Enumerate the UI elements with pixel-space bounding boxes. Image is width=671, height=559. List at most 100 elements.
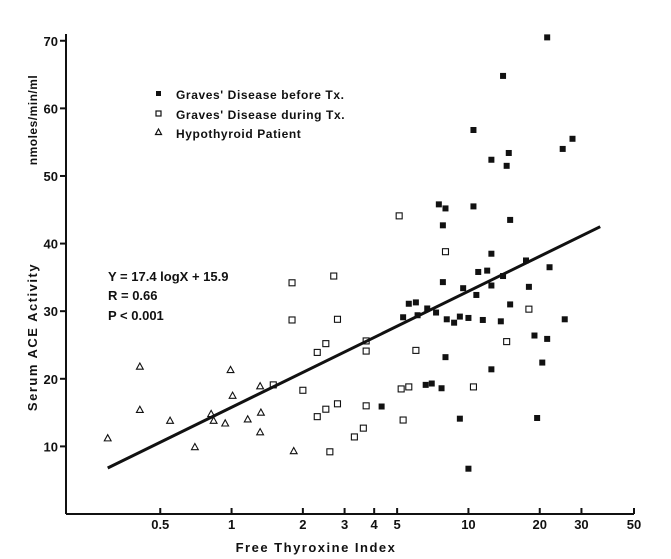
x-tick-label: 1 bbox=[228, 517, 235, 532]
regression-line bbox=[107, 225, 601, 470]
data-point-filled-square bbox=[561, 316, 568, 323]
data-point-open-square bbox=[362, 402, 370, 410]
data-point-filled-square bbox=[456, 313, 463, 320]
data-point-open-square bbox=[397, 385, 405, 393]
data-point-open-square bbox=[469, 383, 478, 391]
data-point-open-square bbox=[326, 448, 334, 456]
data-point-filled-square bbox=[460, 285, 467, 292]
data-point-filled-square bbox=[443, 316, 450, 323]
data-point-filled-square bbox=[405, 300, 412, 307]
data-point-filled-square bbox=[439, 279, 446, 286]
legend-marker-open-square-icon bbox=[155, 110, 162, 117]
legend-label-graves-before: Graves' Disease before Tx. bbox=[176, 88, 345, 102]
data-point-open-square bbox=[350, 433, 358, 441]
data-point-filled-square bbox=[479, 316, 486, 323]
data-point-filled-square bbox=[400, 314, 407, 321]
x-tick-label: 0.5 bbox=[151, 517, 169, 532]
data-point-filled-square bbox=[488, 250, 495, 257]
y-tick-label: 30 bbox=[44, 304, 58, 319]
data-point-filled-square bbox=[488, 156, 495, 163]
data-point-open-square bbox=[362, 337, 370, 345]
data-point-open-triangle bbox=[135, 361, 145, 370]
x-ticks: 0.5 1 2 3 4 5 10 20 30 50 bbox=[151, 508, 641, 532]
data-point-open-triangle bbox=[103, 433, 113, 442]
data-point-open-square bbox=[333, 400, 342, 408]
legend-label-hypothyroid: Hypothyroid Patient bbox=[176, 127, 301, 141]
data-point-filled-square bbox=[507, 301, 514, 308]
data-point-filled-square bbox=[523, 257, 530, 264]
data-point-filled-square bbox=[559, 145, 566, 152]
x-tick-label: 4 bbox=[371, 517, 379, 532]
data-point-open-triangle bbox=[206, 409, 216, 418]
data-point-open-triangle bbox=[228, 390, 237, 399]
y-axis-title: Serum ACE Activity bbox=[25, 263, 40, 411]
data-point-filled-square bbox=[456, 415, 463, 422]
data-point-filled-square bbox=[465, 465, 472, 472]
data-point-open-triangle bbox=[255, 381, 265, 390]
regression-equation: Y = 17.4 logX + 15.9 bbox=[108, 269, 228, 284]
data-point-filled-square bbox=[500, 273, 507, 280]
data-point-filled-square bbox=[534, 415, 541, 421]
data-point-filled-square bbox=[473, 291, 480, 298]
data-point-open-square bbox=[412, 346, 420, 354]
x-tick-label: 30 bbox=[574, 517, 588, 532]
data-point-filled-square bbox=[507, 216, 514, 223]
data-point-open-triangle bbox=[209, 415, 218, 424]
y-axis-unit-group: nmoles/min/ml bbox=[26, 75, 40, 166]
legend-label-graves-during: Graves' Disease during Tx. bbox=[176, 108, 345, 122]
data-point-filled-square bbox=[470, 127, 477, 133]
data-point-filled-square bbox=[569, 135, 576, 142]
legend-marker-filled-square-icon bbox=[156, 91, 161, 96]
data-point-open-square bbox=[503, 338, 511, 346]
y-tick-label: 20 bbox=[44, 372, 58, 387]
y-tick-label: 60 bbox=[44, 101, 58, 116]
data-point-filled-square bbox=[414, 312, 421, 319]
data-point-filled-square bbox=[378, 403, 385, 410]
data-point-filled-square bbox=[475, 268, 482, 275]
data-point-open-triangle bbox=[243, 414, 253, 423]
data-point-filled-square bbox=[544, 335, 551, 342]
data-point-filled-square bbox=[451, 319, 458, 326]
data-points bbox=[103, 34, 576, 472]
data-point-open-square bbox=[322, 405, 330, 413]
data-point-open-triangle bbox=[255, 427, 265, 436]
x-tick-label: 20 bbox=[533, 517, 547, 532]
y-tick-label: 40 bbox=[44, 237, 58, 252]
y-tick-label: 70 bbox=[44, 34, 58, 49]
data-point-filled-square bbox=[442, 354, 449, 361]
data-point-open-square bbox=[362, 347, 370, 355]
data-point-open-triangle bbox=[220, 418, 230, 427]
data-point-filled-square bbox=[422, 381, 429, 388]
data-point-filled-square bbox=[433, 309, 440, 316]
data-point-filled-square bbox=[428, 380, 435, 387]
data-point-open-triangle bbox=[165, 415, 175, 424]
data-point-open-square bbox=[288, 279, 296, 287]
x-axis-title: Free Thyroxine Index bbox=[236, 540, 397, 555]
data-point-filled-square bbox=[442, 205, 449, 212]
data-point-open-square bbox=[313, 413, 321, 421]
data-point-filled-square bbox=[470, 203, 477, 210]
data-point-filled-square bbox=[500, 72, 507, 79]
data-point-filled-square bbox=[544, 34, 551, 41]
data-point-filled-square bbox=[503, 162, 510, 169]
data-point-open-triangle bbox=[289, 446, 299, 455]
x-tick-label: 10 bbox=[461, 517, 475, 532]
data-point-open-square bbox=[359, 424, 367, 432]
data-point-open-triangle bbox=[190, 442, 200, 451]
correlation-coefficient: R = 0.66 bbox=[108, 288, 158, 303]
data-point-open-square bbox=[299, 386, 307, 394]
data-point-open-square bbox=[525, 305, 533, 313]
data-point-open-triangle bbox=[256, 407, 266, 416]
data-point-filled-square bbox=[412, 299, 419, 306]
data-point-filled-square bbox=[505, 149, 512, 156]
data-point-filled-square bbox=[531, 332, 538, 339]
data-point-filled-square bbox=[424, 305, 431, 312]
y-tick-label: 10 bbox=[44, 439, 58, 454]
y-axis-unit: nmoles/min/ml bbox=[26, 75, 40, 166]
data-point-filled-square bbox=[465, 314, 472, 321]
x-tick-label: 3 bbox=[341, 517, 348, 532]
data-point-open-square bbox=[399, 416, 407, 424]
data-point-open-square bbox=[269, 381, 277, 389]
data-point-filled-square bbox=[539, 359, 546, 366]
